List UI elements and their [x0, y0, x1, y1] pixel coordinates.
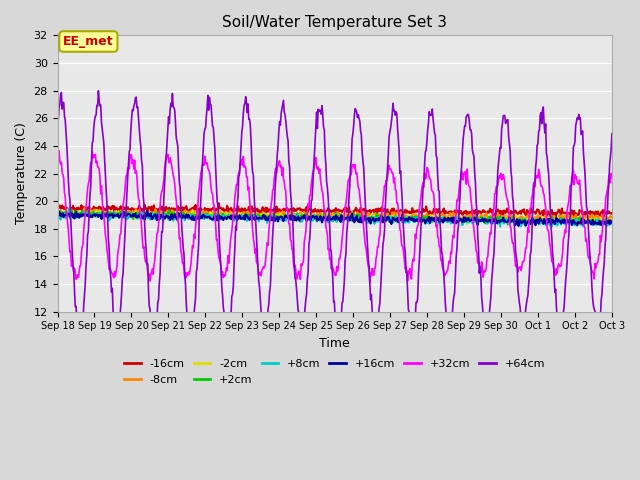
-8cm [178, 212, 186, 217]
+8cm [548, 224, 556, 229]
Line: +16cm: +16cm [58, 211, 612, 226]
+32cm [54, 150, 61, 156]
-16cm [403, 207, 411, 213]
-2cm [65, 210, 72, 216]
+8cm [419, 218, 427, 224]
+8cm [608, 221, 616, 227]
-8cm [81, 205, 88, 211]
Text: EE_met: EE_met [63, 35, 114, 48]
+8cm [207, 215, 215, 220]
+2cm [64, 211, 72, 216]
-2cm [64, 206, 72, 212]
+64cm [404, 289, 412, 295]
+16cm [419, 217, 427, 223]
-8cm [64, 212, 72, 218]
-8cm [608, 214, 616, 220]
+32cm [608, 175, 616, 180]
+64cm [420, 184, 428, 190]
+2cm [166, 207, 173, 213]
-8cm [122, 208, 129, 214]
Y-axis label: Temperature (C): Temperature (C) [15, 122, 28, 225]
+32cm [178, 251, 186, 256]
+8cm [403, 216, 411, 222]
+16cm [207, 216, 215, 222]
-16cm [569, 215, 577, 220]
-16cm [608, 210, 616, 216]
Title: Soil/Water Temperature Set 3: Soil/Water Temperature Set 3 [222, 15, 447, 30]
-16cm [64, 208, 72, 214]
+32cm [366, 279, 374, 285]
+32cm [122, 180, 129, 186]
-2cm [207, 215, 215, 220]
+64cm [208, 112, 216, 118]
+64cm [114, 335, 122, 340]
-16cm [206, 206, 214, 212]
-2cm [608, 217, 616, 223]
-2cm [54, 210, 61, 216]
Line: +64cm: +64cm [58, 91, 612, 337]
+16cm [515, 223, 522, 229]
+2cm [207, 212, 215, 218]
+8cm [178, 214, 186, 219]
+2cm [178, 211, 186, 217]
+32cm [65, 227, 72, 232]
+8cm [65, 206, 73, 212]
+16cm [64, 212, 72, 217]
+64cm [64, 157, 72, 163]
Line: -8cm: -8cm [58, 208, 612, 222]
-2cm [178, 210, 186, 216]
-2cm [577, 222, 584, 228]
+2cm [54, 213, 61, 218]
-16cm [121, 205, 129, 211]
Line: +8cm: +8cm [58, 209, 612, 227]
-16cm [177, 208, 185, 214]
+8cm [54, 216, 61, 222]
-8cm [207, 211, 215, 216]
-2cm [419, 218, 427, 224]
X-axis label: Time: Time [319, 337, 350, 350]
+16cm [121, 213, 129, 218]
+64cm [179, 234, 186, 240]
-2cm [403, 216, 411, 221]
+32cm [420, 180, 428, 185]
Line: -16cm: -16cm [58, 203, 612, 217]
-8cm [543, 219, 551, 225]
+32cm [55, 148, 63, 154]
Line: -2cm: -2cm [58, 209, 612, 225]
-16cm [419, 206, 427, 212]
+2cm [419, 213, 427, 219]
Line: +32cm: +32cm [58, 151, 612, 282]
+16cm [54, 214, 61, 219]
+8cm [122, 216, 129, 222]
+64cm [608, 131, 616, 136]
+2cm [608, 219, 616, 225]
-8cm [54, 209, 61, 215]
+2cm [403, 216, 411, 222]
+32cm [404, 278, 412, 284]
+8cm [64, 212, 72, 217]
+32cm [207, 184, 215, 190]
+16cm [143, 208, 151, 214]
+64cm [122, 208, 130, 214]
+64cm [54, 115, 61, 120]
-8cm [403, 213, 411, 219]
+64cm [95, 88, 102, 94]
-16cm [54, 204, 61, 210]
+2cm [603, 222, 611, 228]
+16cm [403, 216, 411, 222]
+2cm [121, 214, 129, 220]
+16cm [608, 220, 616, 226]
Line: +2cm: +2cm [58, 210, 612, 225]
-16cm [215, 200, 223, 206]
-2cm [122, 212, 129, 218]
+16cm [178, 214, 186, 219]
-8cm [419, 216, 427, 222]
Legend: -16cm, -8cm, -2cm, +2cm, +8cm, +16cm, +32cm, +64cm: -16cm, -8cm, -2cm, +2cm, +8cm, +16cm, +3… [120, 355, 550, 389]
